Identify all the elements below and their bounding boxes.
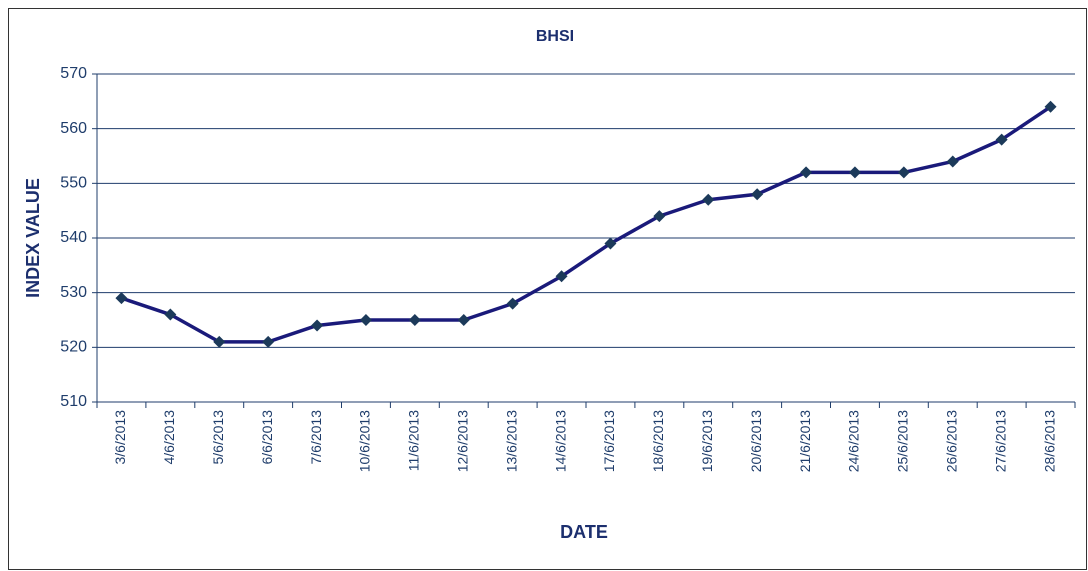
x-tick-label: 24/6/2013 <box>846 410 862 472</box>
x-tick-label: 26/6/2013 <box>943 410 959 472</box>
y-tick-label: 520 <box>60 339 87 356</box>
x-tick-label: 14/6/2013 <box>552 410 568 472</box>
data-point <box>115 292 128 305</box>
y-tick-label: 550 <box>60 175 87 192</box>
x-tick-label: 6/6/2013 <box>259 410 275 465</box>
x-tick-label: 20/6/2013 <box>748 410 764 472</box>
y-tick-label: 570 <box>60 65 87 82</box>
chart-title: BHSI <box>536 28 574 45</box>
data-point <box>995 133 1008 146</box>
x-tick-label: 11/6/2013 <box>406 410 422 471</box>
data-point <box>800 166 813 179</box>
x-tick-label: 21/6/2013 <box>797 410 813 472</box>
data-point <box>359 314 372 326</box>
y-tick-label: 510 <box>60 393 87 410</box>
x-tick-label: 25/6/2013 <box>895 410 911 472</box>
data-point <box>1044 100 1057 113</box>
y-tick-label: 560 <box>60 120 87 137</box>
chart-frame <box>8 8 1087 570</box>
data-point <box>848 166 861 179</box>
x-tick-label: 12/6/2013 <box>454 410 470 472</box>
y-tick-label: 540 <box>60 229 87 246</box>
x-axis-label: DATE <box>560 522 608 542</box>
x-tick-label: 4/6/2013 <box>161 410 177 465</box>
data-line <box>120 105 1052 344</box>
data-point <box>946 155 959 168</box>
data-point <box>262 335 275 348</box>
data-point <box>653 210 666 223</box>
x-tick-label: 13/6/2013 <box>503 410 519 472</box>
y-axis-label: INDEX VALUE <box>23 178 43 298</box>
x-tick-label: 28/6/2013 <box>1041 410 1057 472</box>
x-tick-label: 10/6/2013 <box>357 410 373 472</box>
data-point <box>164 308 177 321</box>
data-point <box>506 297 519 310</box>
x-tick-label: 19/6/2013 <box>699 410 715 472</box>
x-tick-label: 7/6/2013 <box>308 410 324 465</box>
x-tick-label: 5/6/2013 <box>210 410 226 465</box>
x-tick-label: 17/6/2013 <box>601 410 617 472</box>
data-point <box>213 335 226 348</box>
data-point <box>604 237 617 250</box>
x-tick-label: 27/6/2013 <box>992 410 1008 472</box>
data-point <box>311 319 324 332</box>
data-point <box>751 188 764 201</box>
x-tick-label: 3/6/2013 <box>112 410 128 465</box>
data-point <box>555 270 568 283</box>
data-point <box>457 314 470 326</box>
data-point <box>702 193 715 206</box>
data-point <box>897 166 910 179</box>
data-point <box>408 314 421 326</box>
y-tick-label: 530 <box>60 284 87 301</box>
x-tick-label: 18/6/2013 <box>650 410 666 472</box>
